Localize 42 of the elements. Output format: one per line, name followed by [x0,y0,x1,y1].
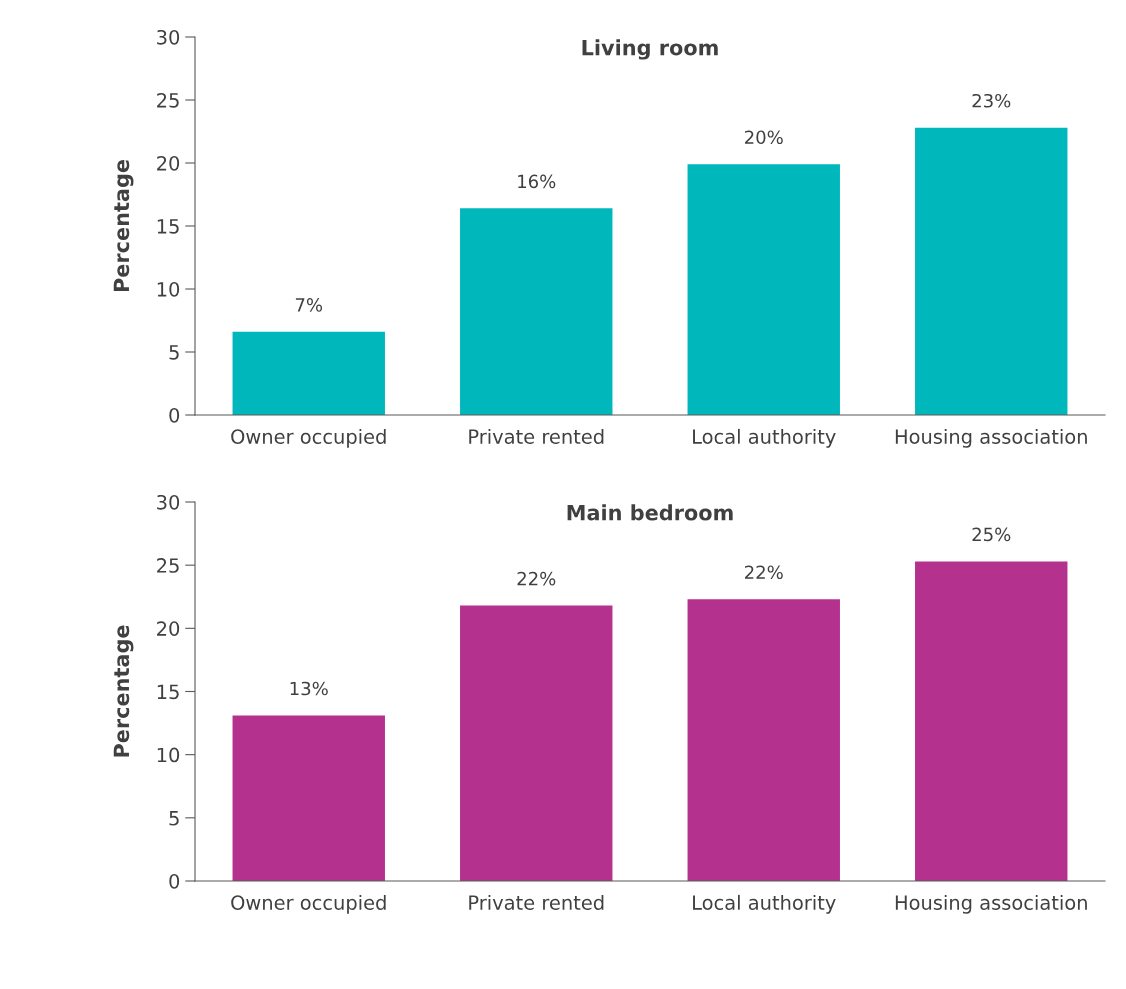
data-label: 16% [518,174,556,189]
data-label: 22% [745,565,783,580]
bar [915,561,1068,881]
y-tick-label: 25 [157,92,179,108]
data-label: 13% [290,681,328,696]
bar [460,208,613,415]
y-axis-title: Percentage [113,159,134,292]
y-tick-label: 5 [169,811,179,826]
chart-title: Main bedroom [567,504,733,521]
data-label: 20% [745,130,783,145]
bar [232,331,385,415]
y-tick-label: 15 [157,684,179,700]
y-tick-label: 0 [169,407,180,423]
chart-title: Living room [582,39,718,60]
x-tick-label: Housing association [895,428,1087,448]
bar [687,599,840,881]
bar [687,164,840,415]
y-tick-label: 30 [157,29,180,45]
y-tick-label: 25 [157,558,179,573]
y-tick-label: 20 [157,155,180,171]
y-tick-label: 10 [157,281,180,297]
x-tick-label: Local authority [693,894,836,914]
data-label: 7% [295,298,323,312]
bar [915,127,1068,415]
y-tick-label: 0 [169,873,180,889]
x-tick-label: Housing association [895,894,1087,914]
data-label: 22% [517,571,556,586]
x-tick-label: Owner occupied [231,894,386,914]
y-tick-label: 5 [169,345,179,360]
y-tick-label: 20 [157,621,180,636]
data-label: 23% [972,93,1011,108]
y-axis-title: Percentage [113,625,134,757]
bar [460,605,613,881]
y-tick-label: 10 [157,747,180,763]
x-tick-label: Private rented [469,428,604,444]
y-tick-label: 30 [157,494,180,510]
x-tick-label: Owner occupied [231,428,386,448]
x-tick-label: Private rented [469,894,604,910]
bar [232,715,385,881]
y-tick-label: 15 [157,219,179,234]
data-label: 25% [972,527,1011,542]
x-tick-label: Local authority [693,428,836,448]
